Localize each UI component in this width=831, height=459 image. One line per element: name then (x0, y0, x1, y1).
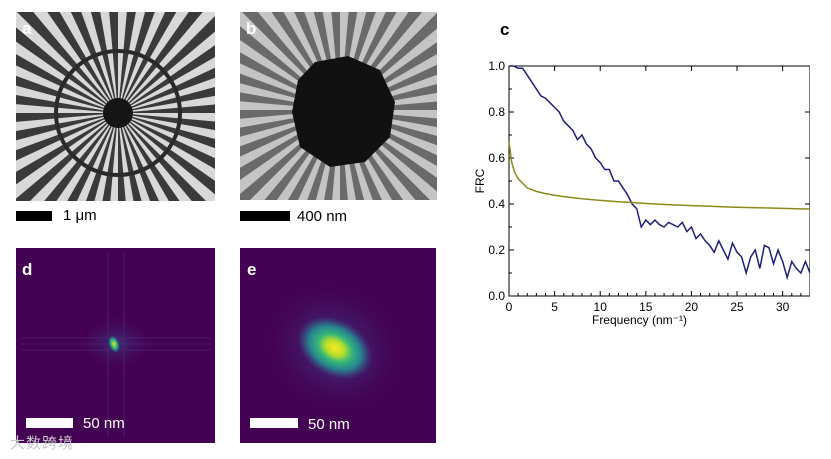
plot-frame (508, 65, 810, 297)
star-ray (240, 83, 340, 110)
star-ray (16, 113, 118, 199)
series-line-threshold (508, 141, 810, 210)
star-ray (118, 95, 215, 113)
y-tick-label: 0.2 (488, 243, 505, 257)
x-tick-label: 0 (506, 300, 513, 314)
y-tick-label: 0.6 (488, 151, 505, 165)
panel-label-a: a (22, 19, 32, 38)
star-ray (340, 110, 416, 200)
x-tick-label: 25 (730, 300, 744, 314)
panel-e (240, 248, 436, 443)
scale-label-e: 50 nm (308, 416, 350, 433)
star-ray (56, 113, 118, 201)
star-ray (100, 12, 118, 113)
frc-chart: 0 5 10 15 20 25 30 0.0 0.2 0.4 0.6 0.8 1.0 Frequency … (473, 59, 810, 327)
star-ray (59, 12, 118, 113)
siemens-star-image-b (240, 12, 437, 200)
scalebar-e (250, 418, 298, 428)
star-ray (118, 113, 215, 181)
star-ray (76, 113, 118, 201)
star-ray (240, 110, 340, 194)
scale-label-a: 1 μm (63, 207, 97, 224)
star-ray (16, 113, 118, 131)
star-ray (16, 85, 118, 113)
panel-label-e: e (247, 260, 257, 279)
star-ray (81, 12, 118, 113)
x-tick-label: 30 (776, 300, 790, 314)
star-ray (340, 28, 437, 110)
star-ray (94, 113, 118, 201)
probe-image-d (16, 248, 215, 443)
star-ray (118, 113, 215, 139)
star-ray (16, 65, 118, 113)
star-ray (16, 113, 118, 172)
star-ray (118, 12, 127, 113)
star-ray (110, 113, 118, 201)
star-ray (118, 12, 146, 113)
panel-d (16, 248, 215, 443)
star-ray (240, 101, 340, 110)
y-tick-label: 1.0 (488, 59, 505, 73)
scalebar-d (26, 418, 73, 428)
star-ray (118, 12, 215, 113)
scalebar-a (16, 211, 52, 221)
star-ray (118, 113, 215, 201)
star-ray (118, 113, 215, 122)
panel-a (16, 12, 215, 201)
watermark-text: 大数跨境 (10, 434, 75, 452)
siemens-star-image-a (16, 12, 215, 201)
star-ray (118, 113, 169, 201)
x-axis-label: Frequency (nm⁻¹) (592, 313, 687, 327)
panel-label-b: b (246, 19, 257, 38)
star-ray (118, 113, 134, 201)
x-tick-label: 20 (685, 300, 699, 314)
star-ray (16, 12, 118, 113)
panel-label-d: d (22, 260, 33, 279)
scale-label-b: 400 nm (297, 208, 348, 225)
y-axis-label: FRC (473, 168, 487, 193)
star-ray (16, 104, 118, 113)
star-ray (118, 12, 166, 113)
y-tick-label: 0.0 (488, 289, 505, 303)
panel-label-c: c (500, 20, 510, 39)
x-tick-label: 10 (594, 300, 608, 314)
scalebar-b (240, 211, 290, 221)
probe-image-e (240, 248, 436, 443)
scale-label-d: 50 nm (83, 415, 125, 432)
series-line-frc (509, 65, 810, 281)
star-ray (118, 113, 215, 159)
y-tick-label: 0.4 (488, 197, 505, 211)
y-tick-label: 0.8 (488, 105, 505, 119)
x-tick-label: 15 (639, 300, 653, 314)
x-tick-label: 5 (551, 300, 558, 314)
panel-b (240, 12, 437, 200)
star-ray (118, 113, 192, 201)
